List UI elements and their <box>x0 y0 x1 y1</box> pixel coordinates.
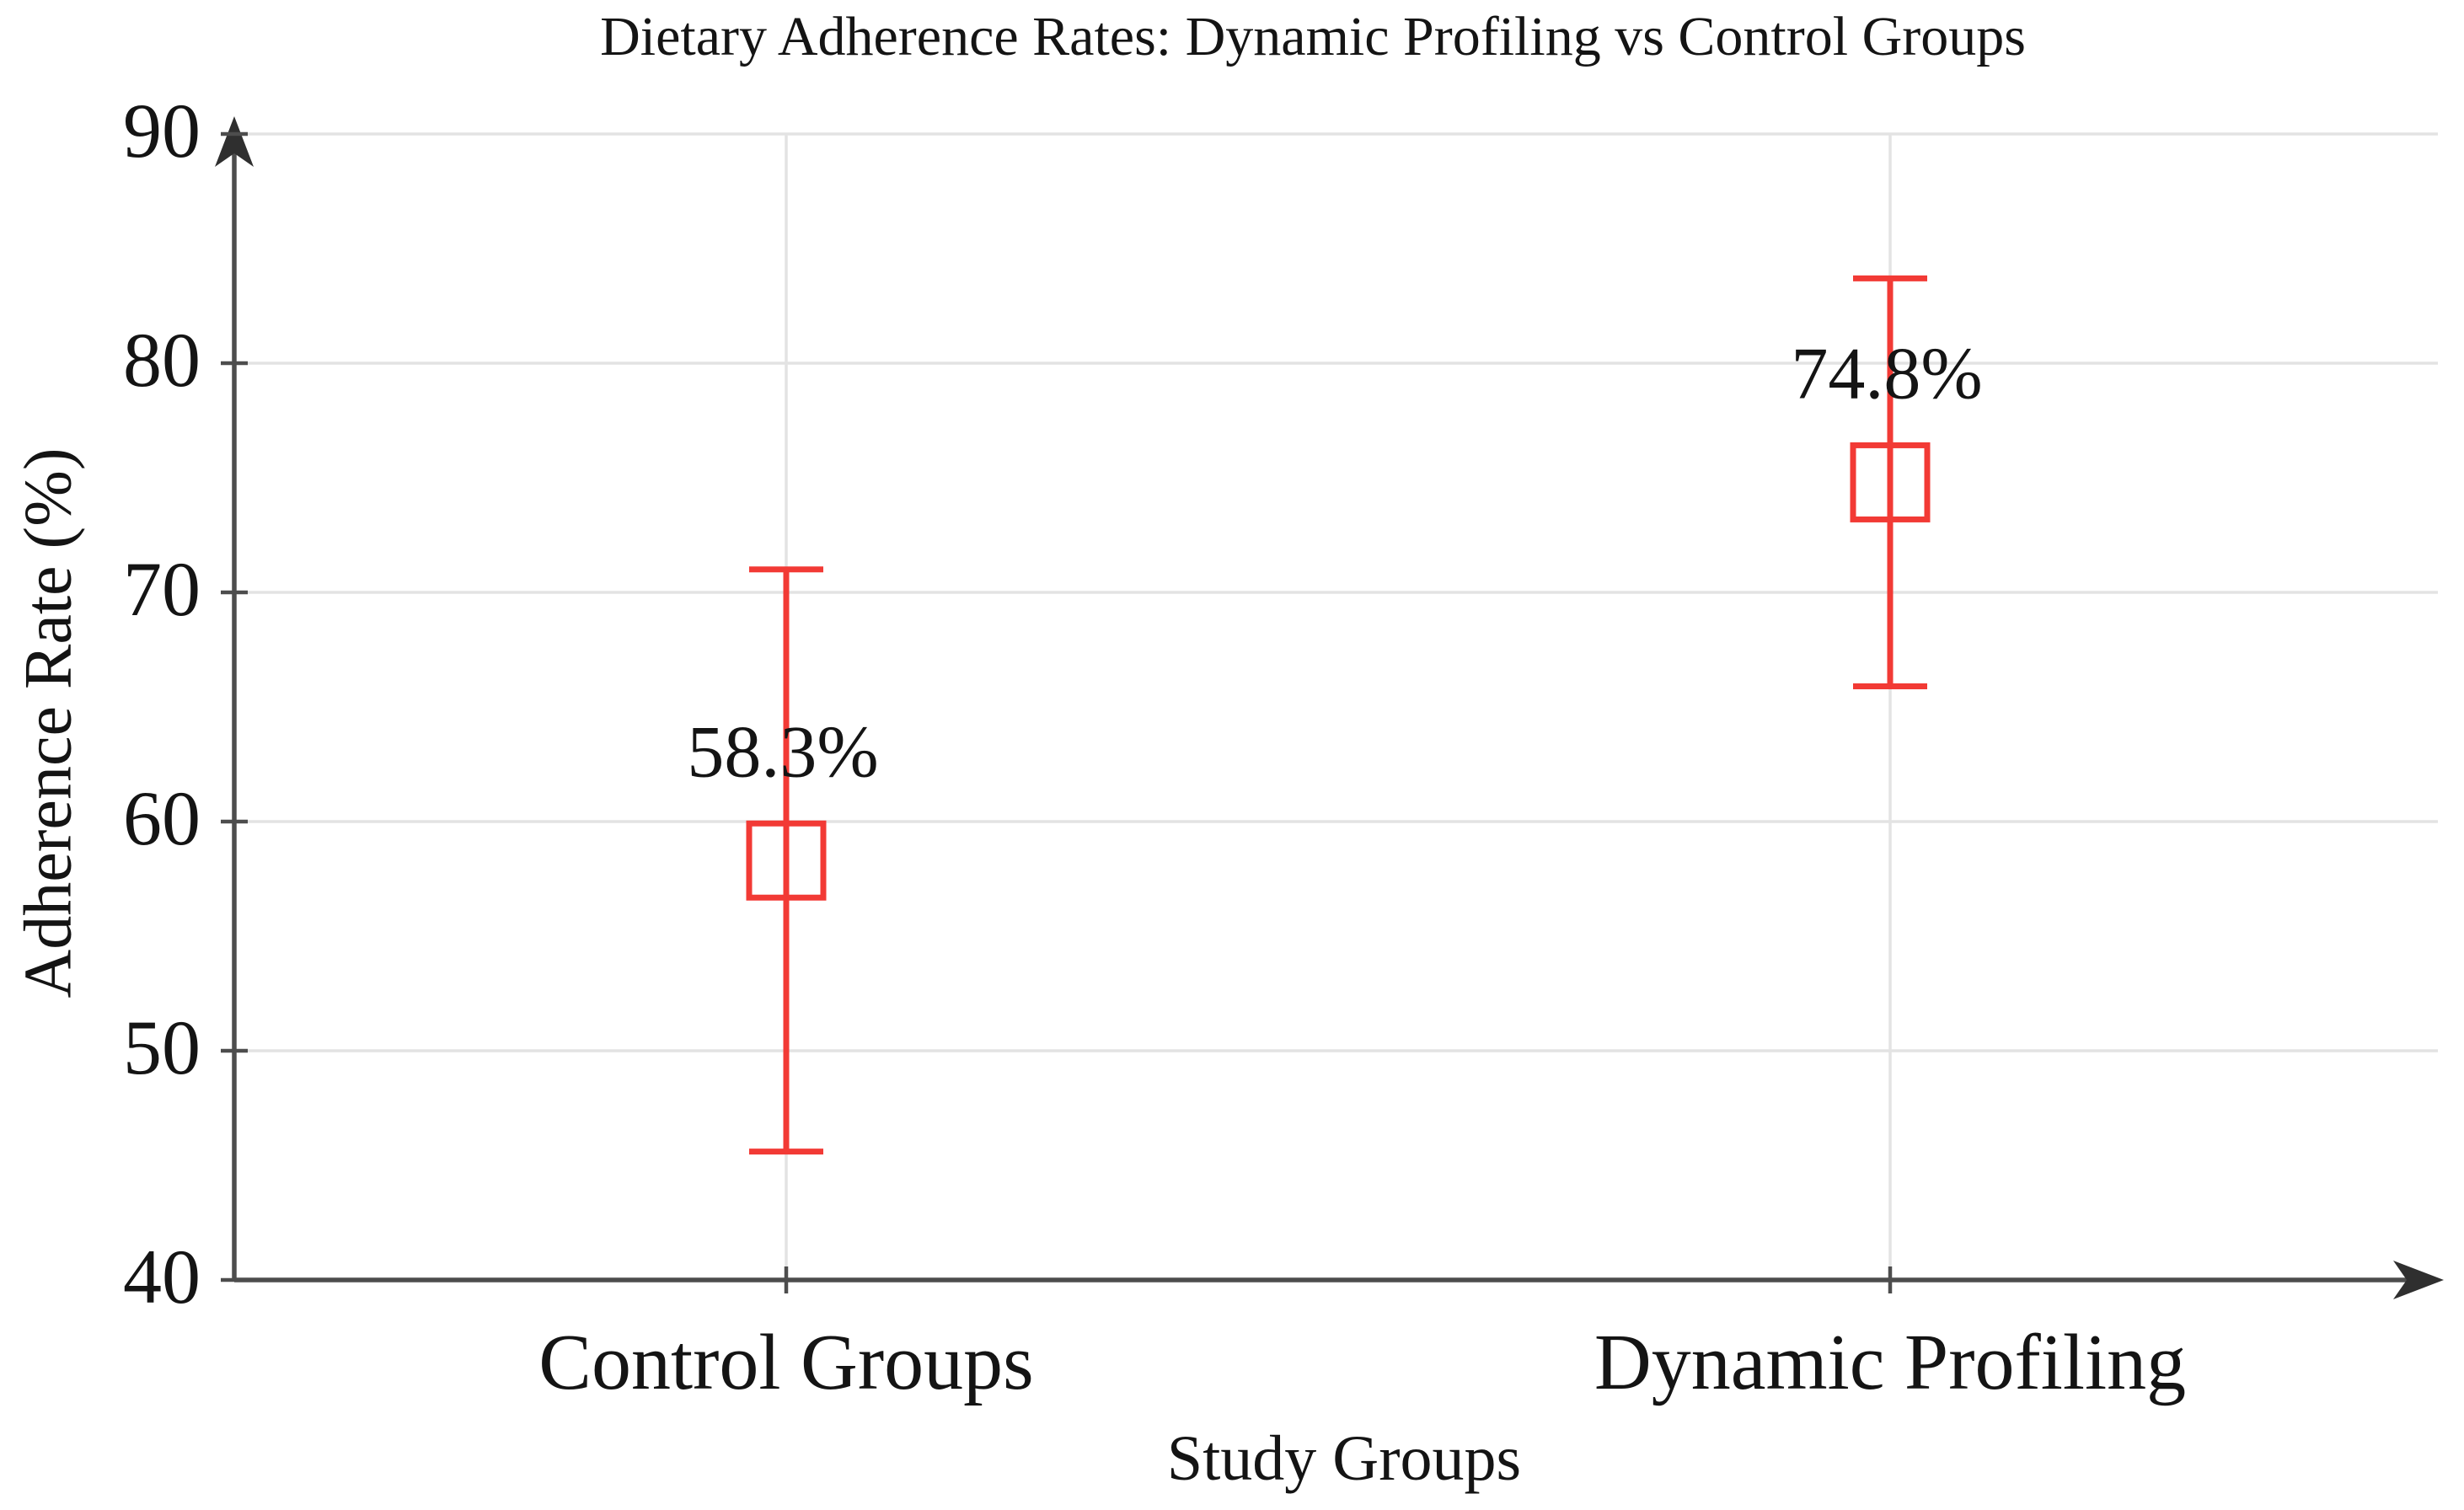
y-axis-arrowhead <box>215 116 254 167</box>
square-marker <box>1850 442 1931 522</box>
y-tick-label: 50 <box>123 1004 201 1090</box>
y-axis-title: Adherence Rate (%) <box>11 447 86 999</box>
y-tick-label: 70 <box>123 545 201 632</box>
x-axis-arrowhead <box>2393 1261 2444 1299</box>
y-tick-label: 90 <box>123 87 201 174</box>
y-tick-label: 80 <box>123 316 201 403</box>
x-category-label: Dynamic Profiling <box>1594 1319 2187 1406</box>
square-marker <box>746 820 827 901</box>
y-tick-label: 60 <box>123 774 201 861</box>
data-value-label: 58.3% <box>687 711 879 794</box>
x-axis-title: Study Groups <box>1166 1423 1522 1494</box>
data-value-label: 74.8% <box>1791 333 1983 415</box>
chart-title: Dietary Adherence Rates: Dynamic Profili… <box>600 6 2026 67</box>
x-category-label: Control Groups <box>538 1319 1034 1406</box>
y-tick-label: 40 <box>123 1233 201 1320</box>
